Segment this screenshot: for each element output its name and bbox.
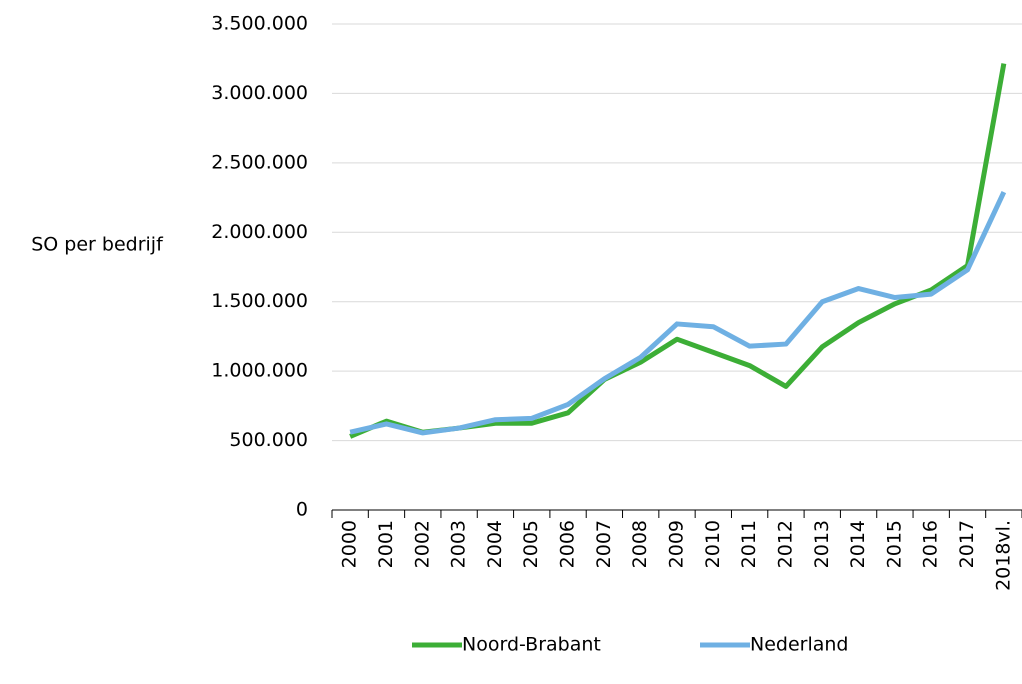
y-tick-label: 3.000.000: [211, 82, 308, 104]
y-tick-label: 2.500.000: [211, 151, 308, 173]
x-tick-label: 2008: [629, 520, 651, 568]
x-tick-label: 2011: [738, 520, 760, 568]
x-tick-label: 2004: [484, 520, 506, 568]
legend-label: Nederland: [750, 634, 849, 656]
x-tick-label: 2000: [339, 520, 361, 568]
x-tick-label: 2010: [702, 520, 724, 568]
x-tick-label: 2017: [956, 520, 978, 568]
x-tick-label: 2001: [375, 520, 397, 568]
x-tick-label: 2016: [920, 520, 942, 568]
x-tick-label: 2012: [774, 520, 796, 568]
x-tick-label: 2018vl.: [992, 520, 1014, 591]
x-tick-label: 2009: [666, 520, 688, 568]
y-axis-label: SO per bedrijf: [31, 234, 164, 256]
x-tick-label: 2015: [883, 520, 905, 568]
x-tick-label: 2007: [593, 520, 615, 568]
x-tick-label: 2002: [411, 520, 433, 568]
x-tick-label: 2003: [448, 520, 470, 568]
y-tick-label: 1.500.000: [211, 290, 308, 312]
y-tick-label: 2.000.000: [211, 221, 308, 243]
y-tick-label: 1.000.000: [211, 360, 308, 382]
y-tick-label: 500.000: [229, 429, 308, 451]
y-tick-label: 3.500.000: [211, 13, 308, 35]
series-line: [349, 63, 1007, 439]
x-tick-label: 2006: [557, 520, 579, 568]
legend-label: Noord-Brabant: [462, 634, 601, 656]
y-tick-label: 0: [296, 499, 308, 521]
x-tick-label: 2013: [811, 520, 833, 568]
x-tick-label: 2014: [847, 520, 869, 568]
series-line: [349, 190, 1007, 436]
x-tick-label: 2005: [520, 520, 542, 568]
